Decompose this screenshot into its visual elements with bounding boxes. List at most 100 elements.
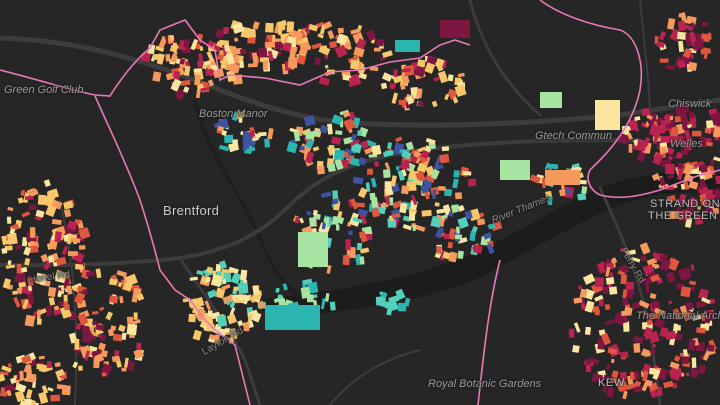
building xyxy=(678,40,684,53)
building xyxy=(252,21,260,30)
building xyxy=(223,26,230,34)
building xyxy=(26,188,34,194)
building xyxy=(305,139,315,149)
building xyxy=(208,338,216,344)
building xyxy=(136,293,145,301)
building xyxy=(61,385,71,396)
building xyxy=(382,50,393,58)
building xyxy=(329,301,336,311)
building xyxy=(586,358,592,365)
building xyxy=(67,251,78,256)
building xyxy=(74,219,81,224)
building xyxy=(107,328,115,337)
building xyxy=(183,86,190,93)
building xyxy=(594,277,605,288)
building xyxy=(21,237,28,247)
building xyxy=(456,226,460,234)
building xyxy=(608,286,618,295)
building xyxy=(7,260,12,266)
building xyxy=(92,320,98,325)
building xyxy=(692,130,702,137)
building xyxy=(659,58,669,63)
building xyxy=(190,38,199,51)
building xyxy=(670,119,676,128)
building xyxy=(28,285,33,292)
building xyxy=(357,130,362,136)
building xyxy=(663,113,671,122)
building xyxy=(620,274,628,285)
building xyxy=(9,227,16,235)
building xyxy=(235,110,246,120)
building xyxy=(676,59,687,69)
building xyxy=(6,389,12,397)
building xyxy=(648,330,660,344)
building xyxy=(239,55,243,62)
building xyxy=(581,186,588,194)
building xyxy=(472,245,480,253)
building xyxy=(371,207,380,218)
building xyxy=(652,251,660,261)
building xyxy=(188,313,196,323)
building xyxy=(410,179,421,186)
building xyxy=(25,373,37,383)
building xyxy=(58,300,64,306)
building xyxy=(359,256,365,265)
building xyxy=(611,358,615,364)
building xyxy=(82,289,88,295)
building xyxy=(180,79,191,86)
building xyxy=(709,298,716,305)
building xyxy=(218,144,230,152)
building xyxy=(274,41,284,50)
building xyxy=(573,322,581,333)
building xyxy=(609,271,614,278)
building xyxy=(697,206,701,210)
building xyxy=(665,64,676,70)
building xyxy=(335,130,343,136)
building xyxy=(443,233,450,240)
building xyxy=(336,216,345,225)
building xyxy=(633,343,641,353)
building xyxy=(611,370,619,379)
building xyxy=(305,29,311,33)
building xyxy=(653,317,666,329)
building xyxy=(2,278,12,289)
building xyxy=(306,210,312,216)
building xyxy=(286,141,298,154)
building xyxy=(668,300,673,305)
building xyxy=(594,309,601,316)
building xyxy=(66,233,74,245)
building xyxy=(237,320,244,327)
building xyxy=(639,277,646,285)
building xyxy=(51,218,62,226)
building xyxy=(558,188,567,197)
building xyxy=(312,146,320,152)
building xyxy=(375,38,385,47)
building xyxy=(7,232,18,245)
building xyxy=(694,214,704,225)
building xyxy=(417,101,425,107)
building xyxy=(228,266,239,274)
building xyxy=(79,344,93,359)
building xyxy=(680,209,691,220)
building xyxy=(657,368,669,381)
building xyxy=(653,135,659,145)
building xyxy=(306,294,314,303)
building xyxy=(486,243,495,255)
building xyxy=(665,271,677,284)
building xyxy=(133,348,145,359)
building xyxy=(605,266,611,277)
building xyxy=(156,53,165,65)
building xyxy=(313,213,321,220)
building xyxy=(299,146,305,151)
building xyxy=(333,149,345,160)
building xyxy=(661,160,671,167)
building xyxy=(457,216,469,229)
building xyxy=(668,337,676,346)
building xyxy=(359,213,368,225)
building xyxy=(545,170,580,185)
building xyxy=(602,286,609,294)
building xyxy=(66,220,78,231)
building xyxy=(229,62,241,74)
building xyxy=(350,142,363,154)
